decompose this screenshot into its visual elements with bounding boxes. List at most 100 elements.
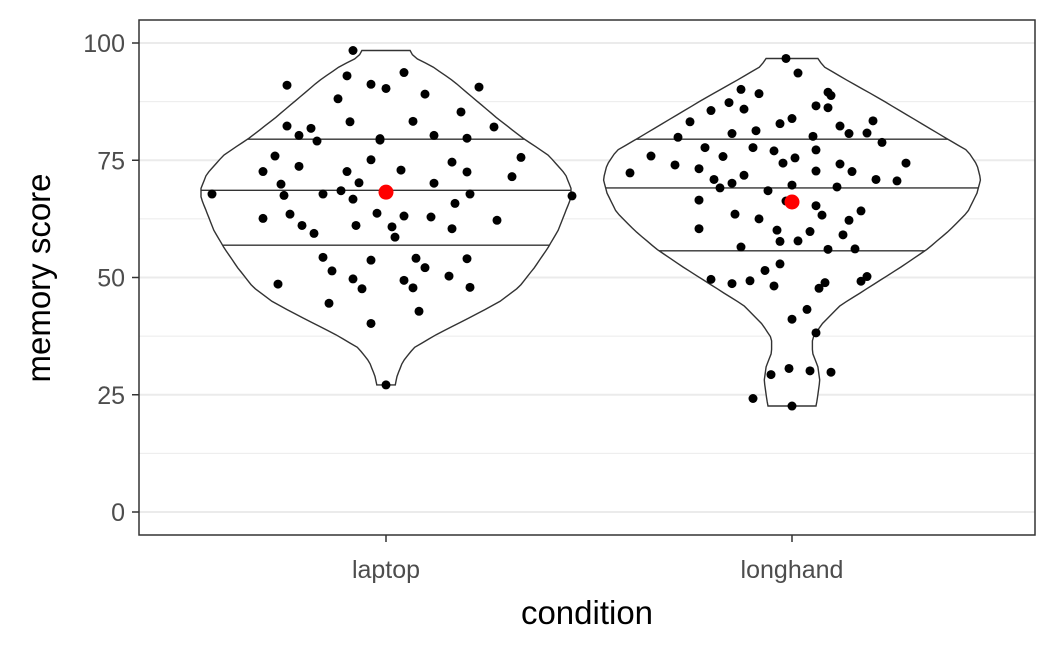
data-point xyxy=(348,194,358,204)
data-point xyxy=(258,213,268,223)
data-point xyxy=(351,220,361,230)
data-point xyxy=(366,79,376,89)
data-point xyxy=(835,121,845,131)
data-point xyxy=(760,265,770,275)
y-tick-label: 100 xyxy=(83,30,125,58)
data-point xyxy=(793,68,803,78)
data-point xyxy=(811,328,821,338)
data-point xyxy=(751,126,761,136)
data-point xyxy=(429,178,439,188)
data-point xyxy=(727,178,737,188)
data-point xyxy=(318,252,328,262)
data-point xyxy=(294,161,304,171)
violins xyxy=(200,49,982,407)
data-point xyxy=(793,236,803,246)
data-point xyxy=(396,165,406,175)
data-point xyxy=(465,189,475,199)
data-point xyxy=(802,304,812,314)
data-point xyxy=(387,222,397,232)
data-point xyxy=(763,186,773,196)
data-point xyxy=(835,159,845,169)
data-point xyxy=(745,276,755,286)
data-point xyxy=(877,137,887,147)
data-point xyxy=(826,367,836,377)
data-point xyxy=(772,225,782,235)
data-point xyxy=(462,254,472,264)
data-point xyxy=(342,71,352,81)
data-point xyxy=(862,272,872,282)
x-axis-title: condition xyxy=(521,594,653,631)
data-point xyxy=(850,244,860,254)
data-point xyxy=(754,89,764,99)
data-point xyxy=(694,195,704,205)
data-point xyxy=(414,306,424,316)
data-point xyxy=(297,220,307,230)
data-point xyxy=(823,103,833,113)
data-point xyxy=(348,274,358,284)
data-point xyxy=(507,172,517,182)
data-point xyxy=(811,166,821,176)
data-point xyxy=(258,167,268,177)
data-point xyxy=(787,114,797,124)
data-point xyxy=(282,80,292,90)
data-point xyxy=(567,191,577,201)
data-point xyxy=(670,160,680,170)
data-point xyxy=(775,259,785,269)
data-point xyxy=(790,153,800,163)
data-point xyxy=(820,278,830,288)
data-point xyxy=(739,104,749,114)
data-point xyxy=(312,136,322,146)
data-point xyxy=(823,244,833,254)
data-point xyxy=(318,189,328,199)
data-point xyxy=(811,101,821,111)
y-tick-label: 25 xyxy=(97,382,125,410)
data-point xyxy=(282,121,292,131)
data-point xyxy=(805,227,815,237)
data-point xyxy=(462,167,472,177)
data-point xyxy=(474,82,484,92)
data-point xyxy=(375,135,385,145)
data-point xyxy=(718,151,728,161)
data-point xyxy=(766,370,776,380)
mean-point-longhand xyxy=(784,194,800,210)
data-point xyxy=(399,275,409,285)
data-point xyxy=(366,255,376,265)
data-point xyxy=(372,208,382,218)
violin-laptop xyxy=(200,49,572,386)
data-point xyxy=(781,53,791,63)
data-point xyxy=(450,198,460,208)
data-point xyxy=(456,107,466,117)
y-axis-title: memory score xyxy=(20,173,57,382)
violin-longhand xyxy=(602,57,982,407)
data-point xyxy=(892,176,902,186)
data-point xyxy=(775,236,785,246)
data-point xyxy=(787,401,797,411)
data-point xyxy=(727,129,737,139)
data-point xyxy=(465,282,475,292)
data-point xyxy=(444,271,454,281)
x-tick-label: laptop xyxy=(352,556,420,584)
axes: 0 25 50 75 100 laptop longhand xyxy=(83,30,843,584)
data-point xyxy=(285,209,295,219)
data-point xyxy=(775,119,785,129)
data-point xyxy=(381,83,391,93)
data-point xyxy=(462,133,472,143)
data-point xyxy=(408,116,418,126)
data-point xyxy=(345,117,355,127)
data-point xyxy=(811,145,821,155)
data-point xyxy=(871,174,881,184)
data-point xyxy=(832,182,842,192)
data-point xyxy=(784,363,794,373)
data-point xyxy=(294,130,304,140)
data-point xyxy=(811,201,821,211)
data-point xyxy=(778,158,788,168)
data-point xyxy=(814,283,824,293)
data-point xyxy=(844,129,854,139)
data-point xyxy=(354,178,364,188)
data-point xyxy=(694,164,704,174)
data-point xyxy=(324,298,334,308)
data-point xyxy=(625,168,635,178)
data-point xyxy=(492,215,502,225)
data-point xyxy=(844,215,854,225)
